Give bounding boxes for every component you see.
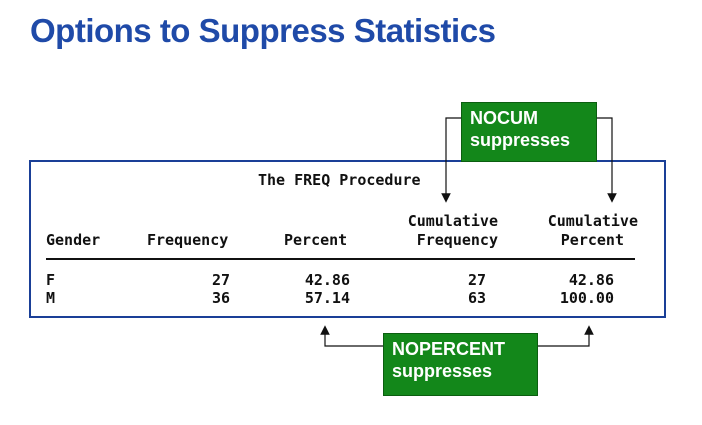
cell-frequency: 36 [211, 289, 230, 307]
header-percent: Percent [284, 231, 348, 249]
nocum-callout: NOCUM suppresses [461, 102, 597, 162]
nopercent-desc: suppresses [392, 361, 493, 381]
nocum-label: NOCUM [470, 108, 538, 128]
cell-frequency: 27 [211, 271, 230, 289]
nocum-desc: suppresses [470, 130, 571, 150]
header-cum-pct-line1: Cumulative [547, 212, 638, 230]
nopercent-label: NOPERCENT [392, 339, 506, 359]
cell-cum-pct: 100.00 [559, 289, 614, 307]
cell-cum-pct: 42.86 [568, 271, 614, 289]
nopercent-arrow-left [320, 325, 383, 347]
header-frequency: Frequency [147, 231, 229, 249]
header-cum-freq-line1: Cumulative [407, 212, 498, 230]
cell-percent: 42.86 [304, 271, 350, 289]
nocum-arrow-left [441, 117, 461, 203]
cell-gender: M [46, 289, 56, 307]
header-cum-freq-line2: Frequency [416, 231, 498, 249]
procedure-title: The FREQ Procedure [258, 171, 421, 189]
header-gender: Gender [46, 231, 101, 249]
nocum-arrow-right [597, 117, 617, 203]
cell-cum-freq: 27 [467, 271, 486, 289]
page-title: Options to Suppress Statistics [30, 12, 496, 49]
freq-output-box [29, 160, 666, 318]
cell-gender: F [46, 271, 56, 289]
cell-cum-freq: 63 [467, 289, 486, 307]
nopercent-arrow-right [538, 325, 594, 347]
nopercent-callout: NOPERCENT suppresses [383, 333, 538, 396]
header-rule [46, 258, 635, 260]
cell-percent: 57.14 [304, 289, 350, 307]
header-cum-pct-line2: Percent [560, 231, 624, 249]
